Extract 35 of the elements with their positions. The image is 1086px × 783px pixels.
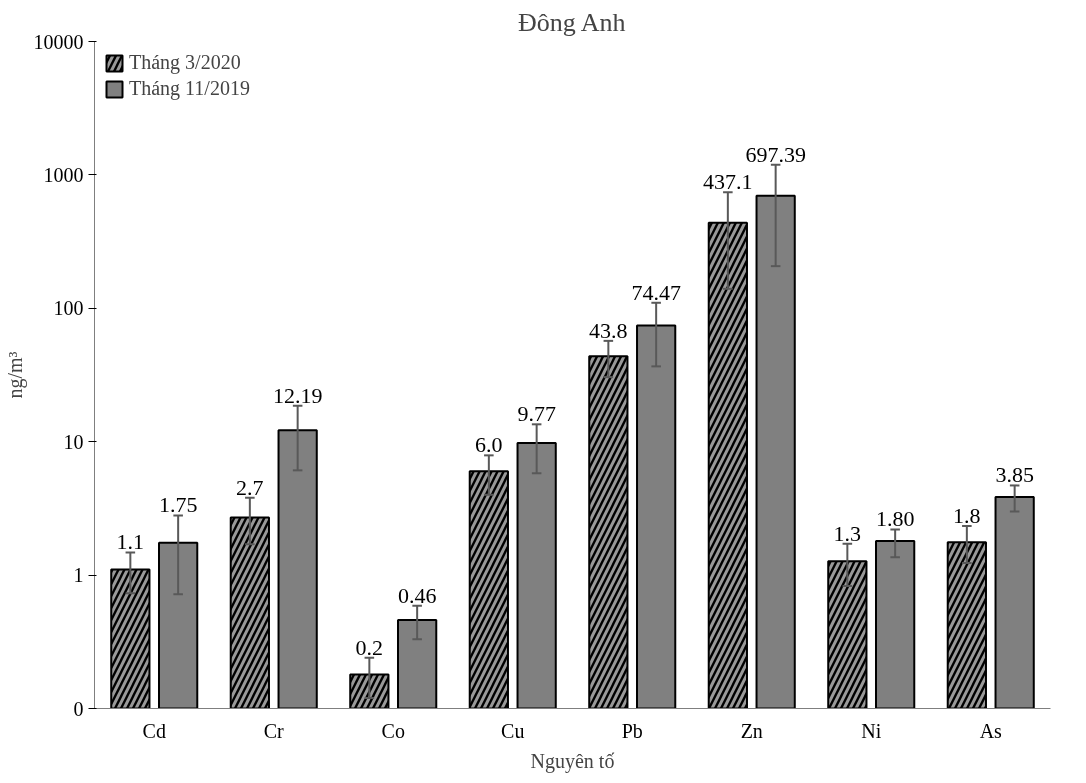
chart-title: Đông Anh — [517, 7, 626, 37]
data-label: 12.19 — [272, 382, 323, 408]
data-label: 0.46 — [397, 582, 437, 608]
data-label: 1.75 — [158, 492, 198, 518]
y-tick-label: 1000 — [43, 163, 84, 186]
legend-label: Tháng 11/2019 — [129, 77, 250, 100]
data-label: 74.47 — [631, 279, 681, 305]
y-tick-label: 10 — [63, 430, 84, 453]
y-tick-label: 1 — [73, 564, 84, 587]
x-tick-label: Co — [381, 719, 405, 742]
y-axis-title: ng/m³ — [3, 351, 27, 399]
y-tick-label: 0 — [73, 697, 84, 720]
x-tick-label: Ni — [861, 719, 882, 742]
data-label: 9.77 — [517, 401, 556, 427]
data-label: 697.39 — [745, 141, 806, 167]
data-label: 6.0 — [475, 432, 503, 458]
data-label: 1.1 — [116, 529, 145, 555]
legend-label: Tháng 3/2020 — [129, 51, 241, 74]
x-tick-label: Cu — [501, 719, 525, 742]
x-tick-label: Cr — [263, 719, 285, 742]
data-label: 437.1 — [703, 169, 753, 195]
x-axis-title: Nguyên tố — [530, 749, 615, 773]
x-tick-label: Pb — [621, 719, 643, 742]
data-label: 1.80 — [875, 506, 915, 532]
data-label: 2.7 — [236, 474, 264, 500]
data-label: 1.3 — [833, 520, 862, 546]
x-tick-label: As — [979, 719, 1003, 742]
x-tick-label: Zn — [740, 719, 763, 742]
data-label: 0.2 — [355, 634, 384, 660]
y-tick-label: 100 — [53, 297, 84, 320]
data-label: 3.85 — [995, 462, 1034, 488]
x-tick-label: Cd — [142, 719, 166, 742]
data-label: 43.8 — [589, 317, 628, 343]
data-label: 1.8 — [953, 503, 981, 529]
y-tick-label: 10000 — [33, 30, 84, 53]
